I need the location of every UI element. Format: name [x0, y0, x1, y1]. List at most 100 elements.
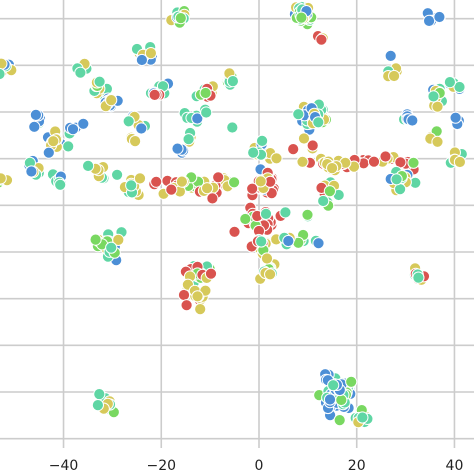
data-point [260, 252, 274, 265]
data-point [148, 88, 161, 102]
data-point [407, 156, 420, 169]
data-point [427, 90, 440, 103]
data-point [443, 76, 456, 89]
data-point [112, 233, 125, 246]
data-point [297, 132, 311, 145]
data-point [111, 168, 124, 181]
data-point [333, 414, 346, 427]
data-point [144, 47, 157, 60]
data-point [312, 116, 325, 129]
data-point [0, 57, 8, 70]
data-point [255, 235, 268, 248]
data-point [93, 75, 106, 88]
x-tick-label: 20 [348, 458, 366, 474]
data-point [323, 185, 336, 198]
data-point [122, 115, 135, 128]
data-point [431, 100, 444, 113]
data-point [91, 399, 105, 412]
data-point [74, 66, 87, 79]
data-point [306, 139, 319, 152]
data-point [256, 134, 269, 147]
data-point [292, 108, 305, 121]
data-point [174, 12, 187, 25]
data-point [312, 237, 325, 250]
data-point [212, 171, 225, 184]
data-point [226, 121, 239, 134]
data-point [150, 175, 163, 188]
data-point [191, 290, 204, 303]
data-point [165, 183, 178, 196]
data-point [345, 375, 358, 388]
data-point [200, 106, 213, 119]
data-point [0, 67, 6, 81]
data-point [0, 172, 7, 185]
data-point [199, 86, 212, 100]
data-point [105, 241, 118, 254]
data-point [453, 155, 466, 169]
data-point [379, 150, 392, 163]
data-point [270, 152, 283, 165]
data-point [406, 114, 419, 127]
x-tick-label: −40 [49, 458, 79, 474]
x-tick-label: 40 [446, 458, 464, 474]
data-point [89, 233, 102, 246]
data-point [326, 162, 339, 175]
data-point [390, 173, 403, 186]
data-point [93, 388, 106, 401]
x-tick-labels: −40 −20 0 20 40 [49, 458, 464, 474]
data-point [356, 411, 369, 424]
data-point [431, 135, 444, 148]
data-point [171, 142, 184, 155]
data-point [191, 112, 204, 125]
data-points [0, 0, 468, 429]
data-point [204, 267, 218, 280]
data-point [180, 299, 193, 312]
data-point [42, 146, 55, 159]
data-point [279, 206, 292, 219]
data-point [77, 117, 90, 130]
data-point [228, 225, 241, 238]
data-point [327, 379, 340, 392]
data-point [105, 94, 118, 107]
data-point [54, 178, 67, 191]
data-point [206, 192, 219, 205]
data-point [194, 303, 207, 316]
data-point [182, 133, 195, 146]
data-point [423, 14, 436, 27]
data-point [129, 135, 142, 148]
data-point [226, 75, 239, 88]
data-point [315, 33, 328, 46]
data-point [66, 123, 80, 136]
data-point [367, 155, 381, 168]
data-point [25, 165, 38, 178]
data-point [323, 393, 337, 406]
data-point [175, 175, 188, 188]
x-tick-label: −20 [146, 458, 176, 474]
data-point [247, 146, 260, 159]
data-point [335, 393, 348, 407]
data-point [317, 194, 330, 208]
data-point [449, 111, 462, 124]
data-point [453, 80, 466, 94]
data-point [264, 268, 277, 281]
data-point [296, 155, 309, 168]
data-point [388, 69, 401, 83]
data-point [125, 179, 138, 192]
x-tick-label: 0 [255, 458, 264, 474]
data-point [295, 11, 308, 24]
data-point [433, 10, 446, 24]
data-point [384, 49, 397, 63]
data-point [28, 120, 41, 133]
data-point [29, 108, 43, 122]
data-point [287, 143, 300, 156]
data-point [62, 140, 75, 153]
data-point [177, 288, 191, 302]
data-point [228, 176, 241, 189]
data-point [239, 212, 252, 226]
data-point [254, 175, 267, 188]
data-point [82, 159, 95, 172]
data-point [133, 172, 147, 185]
data-point [282, 234, 295, 248]
data-point [135, 122, 148, 135]
